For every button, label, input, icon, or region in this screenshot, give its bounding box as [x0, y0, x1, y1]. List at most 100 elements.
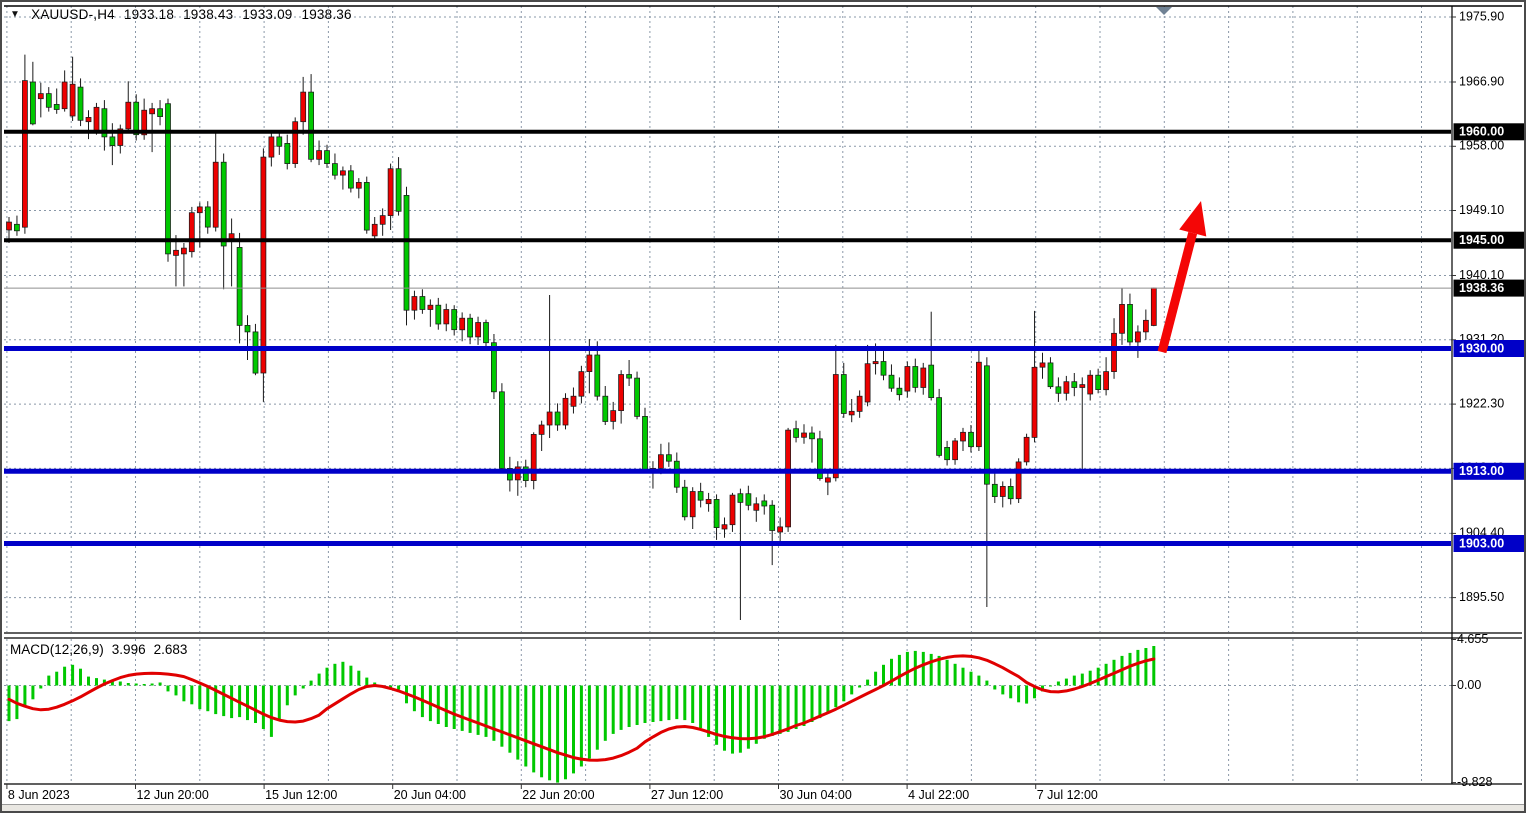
candle-bullish [212, 161, 219, 228]
chart-shift-marker-icon[interactable] [1156, 7, 1172, 15]
candle-bearish [697, 491, 704, 501]
macd-histogram-bar [158, 682, 162, 686]
macd-signal-value: 2.683 [153, 642, 188, 657]
macd-histogram-bar [802, 685, 806, 726]
time-axis-label: 12 Jun 20:00 [137, 788, 209, 802]
collapse-indicator-icon[interactable]: ▼ [10, 9, 21, 20]
candle-bullish [777, 526, 783, 533]
macd-tick-label: -9.828 [1457, 775, 1492, 789]
candle-bearish [713, 499, 720, 528]
macd-histogram-bar [1136, 649, 1140, 686]
candle-bullish [801, 432, 807, 438]
macd-histogram-bar [754, 685, 758, 744]
time-axis-label: 4 Jul 22:00 [908, 788, 969, 802]
candle-bearish [809, 432, 815, 440]
macd-indicator-label: MACD(12,26,9) 3.996 2.683 [10, 642, 187, 657]
candle-bearish [1095, 374, 1102, 390]
macd-histogram-bar [285, 685, 289, 706]
candle-bullish [93, 106, 100, 132]
candle-bullish [1150, 287, 1157, 326]
macd-histogram-bar [850, 685, 854, 695]
macd-histogram-bar [174, 685, 178, 696]
candle-bullish [173, 249, 179, 256]
macd-histogram-bar [39, 685, 43, 689]
macd-histogram-bar [182, 685, 186, 702]
candle-bearish [252, 331, 259, 374]
time-axis-label: 20 Jun 04:00 [394, 788, 466, 802]
candle-bearish [666, 454, 672, 462]
macd-histogram-bar [373, 682, 377, 686]
candle-bullish [181, 247, 187, 255]
macd-histogram-bar [1144, 648, 1148, 686]
macd-histogram-bar [23, 685, 27, 706]
candle-bullish [1063, 381, 1070, 394]
macd-histogram-bar [198, 685, 202, 710]
candle-bearish [554, 411, 561, 426]
candle-bullish [1015, 461, 1022, 500]
macd-histogram-bar [214, 685, 218, 715]
macd-histogram-bar [341, 661, 345, 686]
macd-histogram-bar [762, 685, 766, 739]
macd-histogram-bar [71, 664, 75, 686]
candle-bullish [920, 367, 927, 388]
macd-histogram-bar [349, 665, 353, 686]
ohlc-open: 1933.18 [123, 7, 175, 22]
candle-bullish [300, 91, 307, 123]
macd-histogram-bar [1128, 652, 1132, 686]
macd-histogram-bar [150, 683, 154, 686]
candle-bullish [1087, 374, 1094, 395]
candle-bullish [538, 424, 545, 435]
candle-bearish [594, 354, 601, 397]
macd-histogram-bar [738, 685, 742, 753]
candle-bearish [1007, 486, 1014, 500]
macd-histogram-bar [770, 685, 774, 736]
candle-bullish [37, 93, 44, 100]
macd-histogram-bar [564, 685, 567, 780]
price-badge-label: 1960.00 [1459, 125, 1504, 139]
macd-histogram-bar [691, 685, 695, 723]
macd-histogram-bar [492, 685, 496, 741]
macd-histogram-bar [325, 667, 329, 686]
candle-bullish [610, 410, 617, 422]
candle-bullish [904, 366, 911, 392]
candle-bullish [196, 206, 203, 214]
macd-histogram-bar [1017, 685, 1021, 703]
macd-histogram-bar [357, 670, 361, 686]
candle-bullish [721, 524, 728, 530]
candle-bearish [491, 342, 497, 393]
candle-bearish [642, 416, 648, 472]
macd-histogram-bar [1080, 673, 1084, 686]
trend-arrow-shaft[interactable] [1157, 231, 1198, 354]
macd-histogram-bar [134, 683, 138, 686]
macd-histogram-bar [7, 685, 11, 722]
price-level-badge [1453, 279, 1524, 297]
price-badge-label: 1913.00 [1459, 464, 1504, 478]
price-level-badge [1453, 340, 1524, 357]
candle-bullish [999, 486, 1006, 497]
candle-bearish [936, 397, 942, 456]
macd-histogram-bar [87, 676, 90, 686]
candle-bearish [236, 247, 243, 326]
candle-bearish [1071, 381, 1078, 388]
macd-histogram-bar [961, 667, 965, 686]
macd-histogram-bar [460, 685, 464, 731]
candle-bearish [395, 168, 402, 212]
candle-bullish [292, 121, 299, 164]
candle-bullish [872, 361, 879, 365]
time-axis-label: 8 Jun 2023 [8, 788, 70, 802]
macd-histogram-bar [826, 685, 830, 714]
macd-histogram-bar [532, 685, 536, 773]
candle-bearish [435, 304, 442, 325]
macd-histogram-bar [651, 685, 655, 722]
macd-histogram-bar [587, 685, 591, 759]
window-bottom-edge [2, 804, 1524, 811]
macd-histogram-bar [317, 673, 321, 686]
macd-histogram-bar [230, 685, 234, 719]
trend-arrow-head[interactable] [1179, 201, 1207, 237]
price-level-badge [1453, 231, 1524, 249]
candle-bullish [705, 499, 712, 505]
macd-histogram-bar [746, 685, 750, 749]
candle-bullish [260, 156, 267, 374]
candle-bearish [626, 374, 632, 379]
